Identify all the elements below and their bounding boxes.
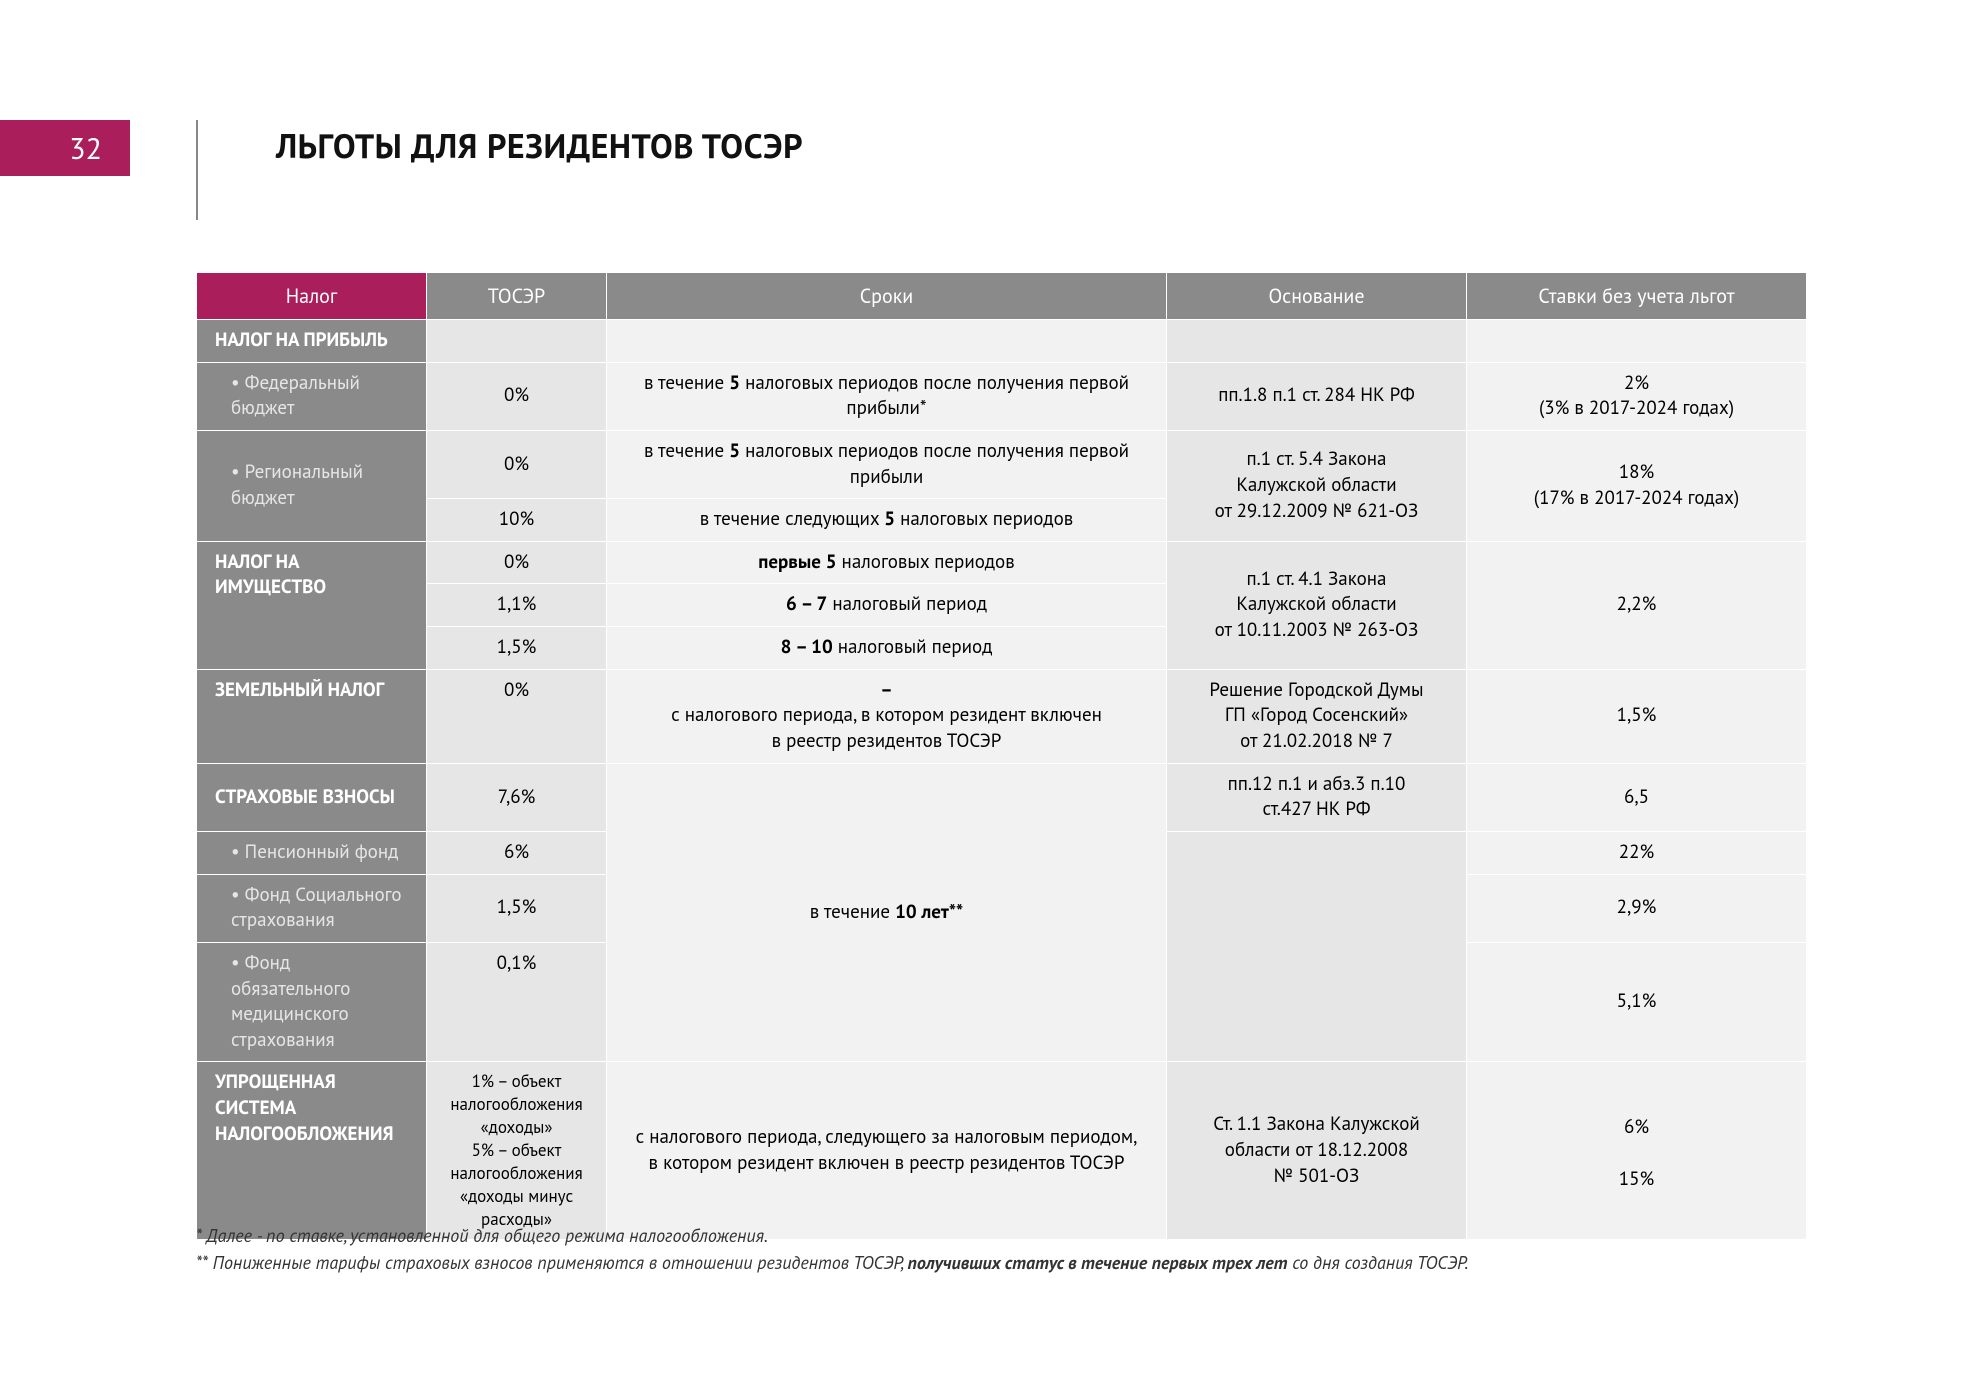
basis-regional: п.1 ст. 5.4 Закона Калужской области от … bbox=[1167, 430, 1467, 541]
label-regional: Региональный бюджет bbox=[197, 430, 427, 541]
section-profit: НАЛОГ НА ПРИБЫЛЬ bbox=[197, 320, 1807, 363]
section-land-name: ЗЕМЕЛЬНЫЙ НАЛОГ bbox=[197, 669, 427, 763]
section-property-name: НАЛОГ НА ИМУЩЕСТВО bbox=[197, 541, 427, 669]
col-tax: Налог bbox=[197, 273, 427, 320]
toser-regional-1: 0% bbox=[427, 430, 607, 498]
basis-land: Решение Городской Думы ГП «Город Сосенск… bbox=[1167, 669, 1467, 763]
rate-pension: 22% bbox=[1467, 831, 1807, 874]
table-header-row: Налог ТОСЭР Сроки Основание Ставки без у… bbox=[197, 273, 1807, 320]
toser-social: 1,5% bbox=[427, 874, 607, 942]
basis-federal: пп.1.8 п.1 ст. 284 НК РФ bbox=[1167, 362, 1467, 430]
section-profit-name: НАЛОГ НА ПРИБЫЛЬ bbox=[197, 320, 427, 363]
term-property-1: первые 5 налоговых периодов bbox=[607, 541, 1167, 584]
term-land: – с налогового периода, в котором резиде… bbox=[607, 669, 1167, 763]
footnote-1: * Далее - по ставке, установленной для о… bbox=[196, 1222, 1806, 1249]
toser-property-3: 1,5% bbox=[427, 627, 607, 670]
row-property-1: НАЛОГ НА ИМУЩЕСТВО 0% первые 5 налоговых… bbox=[197, 541, 1807, 584]
basis-property: п.1 ст. 4.1 Закона Калужской области от … bbox=[1167, 541, 1467, 669]
row-land: ЗЕМЕЛЬНЫЙ НАЛОГ 0% – с налогового период… bbox=[197, 669, 1807, 763]
rate-simplified: 6% 15% bbox=[1467, 1062, 1807, 1240]
page-number-tab: 32 bbox=[0, 120, 130, 176]
footnotes: * Далее - по ставке, установленной для о… bbox=[196, 1222, 1806, 1276]
toser-regional-2: 10% bbox=[427, 499, 607, 542]
rate-social: 2,9% bbox=[1467, 874, 1807, 942]
term-regional-2: в течение следующих 5 налоговых периодов bbox=[607, 499, 1167, 542]
benefits-table-wrap: Налог ТОСЭР Сроки Основание Ставки без у… bbox=[196, 272, 1806, 1240]
term-insurance: в течение 10 лет** bbox=[607, 763, 1167, 1062]
row-simplified: УПРОЩЕННАЯ СИСТЕМА НАЛОГООБЛОЖЕНИЯ 1% – … bbox=[197, 1062, 1807, 1240]
basis-insurance: пп.12 п.1 и абз.3 п.10 ст.427 НК РФ bbox=[1167, 763, 1467, 831]
rate-medical: 5,1% bbox=[1467, 942, 1807, 1062]
term-simplified: с налогового периода, следующего за нало… bbox=[607, 1062, 1167, 1240]
col-term: Сроки bbox=[607, 273, 1167, 320]
page-title: ЛЬГОТЫ ДЛЯ РЕЗИДЕНТОВ ТОСЭР bbox=[276, 124, 803, 168]
section-insurance-name: СТРАХОВЫЕ ВЗНОСЫ bbox=[197, 763, 427, 831]
row-profit-federal: Федеральный бюджет 0% в течение 5 налого… bbox=[197, 362, 1807, 430]
term-federal: в течение 5 налоговых периодов после пол… bbox=[607, 362, 1167, 430]
row-profit-regional-1: Региональный бюджет 0% в течение 5 налог… bbox=[197, 430, 1807, 498]
toser-property-1: 0% bbox=[427, 541, 607, 584]
title-divider bbox=[196, 120, 198, 220]
col-basis: Основание bbox=[1167, 273, 1467, 320]
label-social: Фонд Социального страхования bbox=[197, 874, 427, 942]
toser-simplified: 1% – объект налогообложения «доходы» 5% … bbox=[427, 1062, 607, 1240]
page-number: 32 bbox=[69, 129, 102, 168]
rate-property: 2,2% bbox=[1467, 541, 1807, 669]
rate-land: 1,5% bbox=[1467, 669, 1807, 763]
toser-land: 0% bbox=[427, 669, 607, 763]
row-insurance-total: СТРАХОВЫЕ ВЗНОСЫ 7,6% в течение 10 лет**… bbox=[197, 763, 1807, 831]
label-federal: Федеральный бюджет bbox=[197, 362, 427, 430]
basis-insurance-blank bbox=[1167, 831, 1467, 1061]
toser-property-2: 1,1% bbox=[427, 584, 607, 627]
rate-insurance-total: 6,5 bbox=[1467, 763, 1807, 831]
basis-simplified: Ст. 1.1 Закона Калужской области от 18.1… bbox=[1167, 1062, 1467, 1240]
col-toser: ТОСЭР bbox=[427, 273, 607, 320]
benefits-table: Налог ТОСЭР Сроки Основание Ставки без у… bbox=[196, 272, 1807, 1240]
term-property-2: 6 – 7 налоговый период bbox=[607, 584, 1167, 627]
rate-regional: 18% (17% в 2017-2024 годах) bbox=[1467, 430, 1807, 541]
toser-pension: 6% bbox=[427, 831, 607, 874]
toser-federal: 0% bbox=[427, 362, 607, 430]
toser-medical: 0,1% bbox=[427, 942, 607, 1062]
label-pension: Пенсионный фонд bbox=[197, 831, 427, 874]
term-regional-1: в течение 5 налоговых периодов после пол… bbox=[607, 430, 1167, 498]
toser-insurance-total: 7,6% bbox=[427, 763, 607, 831]
col-rate: Ставки без учета льгот bbox=[1467, 273, 1807, 320]
rate-federal: 2% (3% в 2017-2024 годах) bbox=[1467, 362, 1807, 430]
term-property-3: 8 – 10 налоговый период bbox=[607, 627, 1167, 670]
section-simplified-name: УПРОЩЕННАЯ СИСТЕМА НАЛОГООБЛОЖЕНИЯ bbox=[197, 1062, 427, 1240]
label-medical: Фонд обязательного медицинского страхова… bbox=[197, 942, 427, 1062]
footnote-2: ** Пониженные тарифы страховых взносов п… bbox=[196, 1249, 1806, 1276]
